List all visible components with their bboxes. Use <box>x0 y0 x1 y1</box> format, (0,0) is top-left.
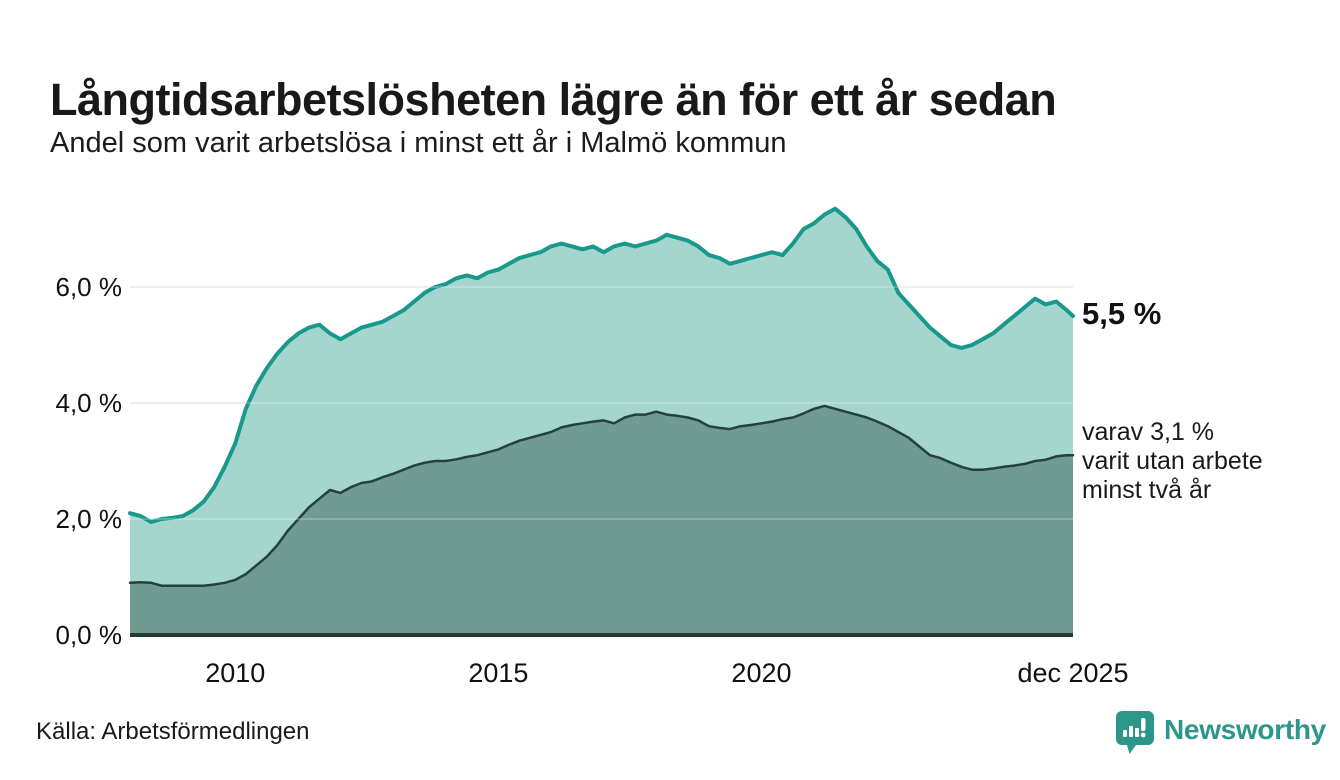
x-axis-tick-label: 2015 <box>468 658 529 688</box>
y-axis-tick-label: 2,0 % <box>55 504 123 534</box>
secondary-annotation-line: varav 3,1 % <box>1082 418 1215 446</box>
secondary-annotation: varav 3,1 % varit utan arbete minst två … <box>1082 418 1263 505</box>
secondary-annotation-line: minst två år <box>1082 476 1212 504</box>
newsworthy-logo: Newsworthy <box>1115 710 1326 756</box>
page-title: Långtidsarbetslösheten lägre än för ett … <box>50 74 1057 126</box>
x-axis-tick-label: dec 2025 <box>1017 658 1129 688</box>
area-outline <box>128 404 1075 587</box>
area-outline <box>128 206 1075 524</box>
newsworthy-wordmark: Newsworthy <box>1164 714 1326 745</box>
area-fill <box>130 405 1073 635</box>
source-credit: Källa: Arbetsförmedlingen <box>36 718 310 745</box>
y-axis: 0,0 % 2,0 % 4,0 % 6,0 % <box>0 0 123 780</box>
end-value-annotation: 5,5 % <box>1082 296 1162 331</box>
secondary-annotation-line: varit utan arbete <box>1082 447 1263 475</box>
x-axis-tick-label: 2020 <box>731 658 792 688</box>
y-axis-tick-label: 4,0 % <box>55 388 123 418</box>
x-axis-tick-label: 2010 <box>205 658 266 688</box>
y-axis-tick-label: 6,0 % <box>55 272 123 302</box>
y-axis-tick-label: 0,0 % <box>55 620 123 650</box>
newsworthy-bubble-icon <box>1116 711 1154 754</box>
page-subtitle: Andel som varit arbetslösa i minst ett å… <box>50 127 787 159</box>
